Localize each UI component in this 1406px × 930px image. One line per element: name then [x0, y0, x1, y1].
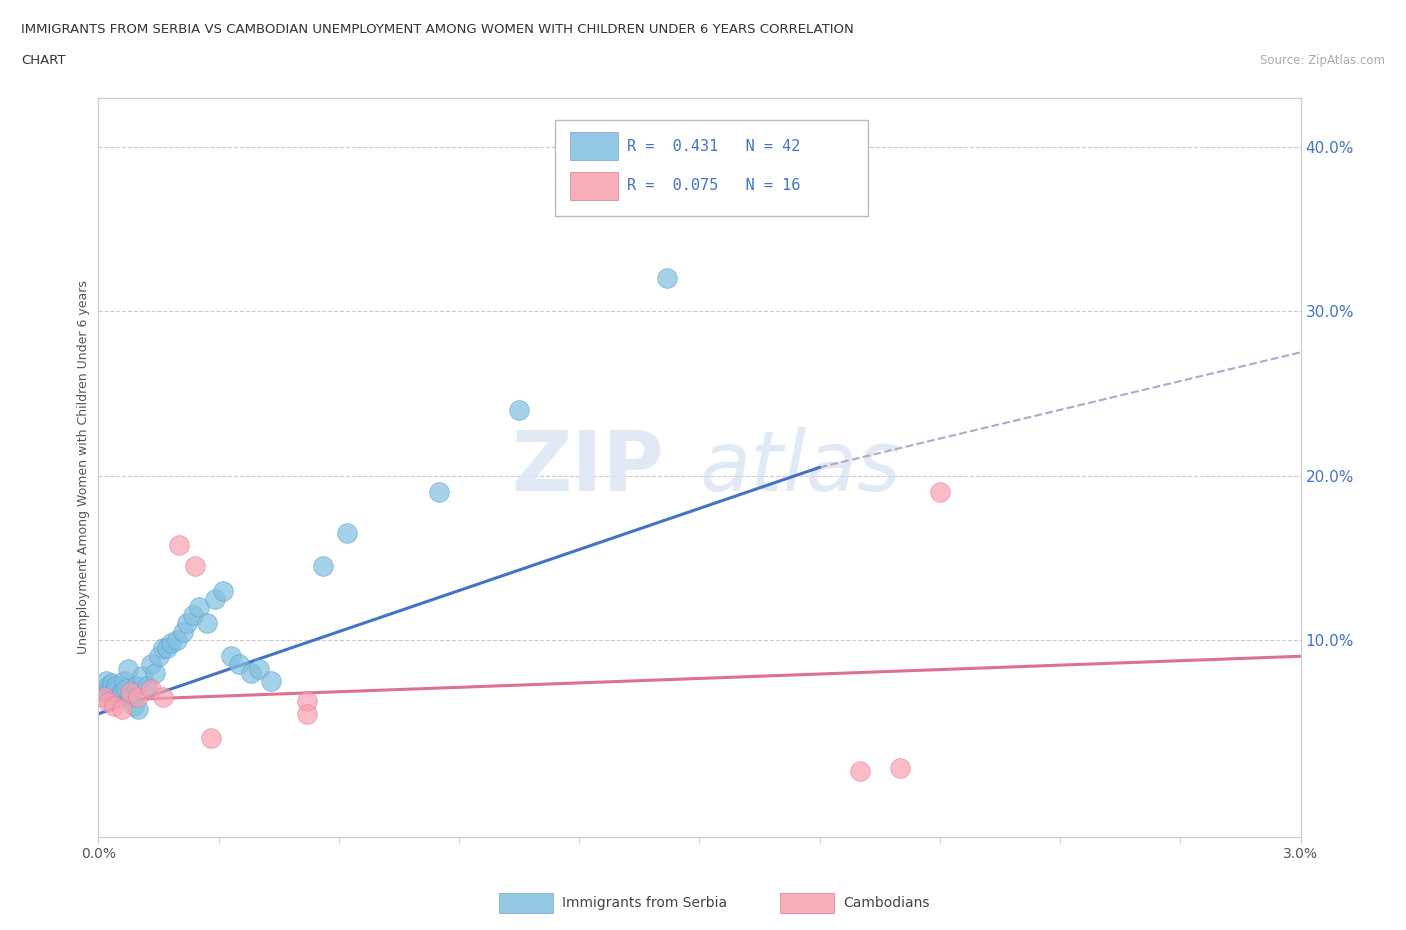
Point — [181, 608, 204, 623]
Point — [166, 632, 188, 647]
Point — [128, 690, 150, 705]
Point — [111, 701, 134, 716]
Point — [295, 707, 318, 722]
Point — [195, 616, 218, 631]
Text: Source: ZipAtlas.com: Source: ZipAtlas.com — [1260, 54, 1385, 67]
Point — [105, 678, 128, 693]
Point — [889, 761, 911, 776]
Point — [152, 690, 174, 705]
Point — [211, 583, 233, 598]
Point — [176, 616, 198, 631]
Point — [101, 675, 124, 690]
Point — [260, 673, 283, 688]
Point — [107, 690, 129, 705]
Text: IMMIGRANTS FROM SERBIA VS CAMBODIAN UNEMPLOYMENT AMONG WOMEN WITH CHILDREN UNDER: IMMIGRANTS FROM SERBIA VS CAMBODIAN UNEM… — [21, 23, 853, 36]
Point — [96, 673, 118, 688]
Point — [295, 693, 318, 708]
Y-axis label: Unemployment Among Women with Children Under 6 years: Unemployment Among Women with Children U… — [77, 280, 90, 655]
Text: Immigrants from Serbia: Immigrants from Serbia — [562, 896, 727, 910]
Point — [508, 403, 530, 418]
Point — [120, 690, 142, 705]
Point — [219, 649, 242, 664]
Text: atlas: atlas — [700, 427, 901, 508]
Point — [247, 662, 270, 677]
Point — [849, 764, 872, 778]
Point — [100, 682, 122, 697]
Bar — [569, 171, 617, 200]
Point — [93, 690, 115, 705]
Point — [114, 673, 136, 688]
Point — [143, 665, 166, 680]
Point — [148, 649, 170, 664]
Point — [103, 698, 125, 713]
Point — [115, 682, 138, 697]
Point — [103, 685, 125, 700]
Point — [183, 558, 205, 573]
Point — [159, 636, 181, 651]
Point — [427, 485, 450, 499]
Point — [152, 641, 174, 656]
Point — [125, 678, 148, 693]
Text: R =  0.431   N = 42: R = 0.431 N = 42 — [627, 139, 801, 154]
Text: ZIP: ZIP — [510, 427, 664, 508]
Point — [128, 701, 150, 716]
Bar — [569, 132, 617, 161]
Point — [167, 538, 190, 552]
Point — [239, 665, 262, 680]
Point — [336, 525, 359, 540]
Point — [135, 678, 157, 693]
Point — [93, 685, 115, 700]
Text: CHART: CHART — [21, 54, 66, 67]
Point — [97, 678, 120, 693]
Point — [97, 695, 120, 710]
Point — [131, 669, 153, 684]
Point — [204, 591, 226, 606]
Text: Cambodians: Cambodians — [844, 896, 931, 910]
Point — [172, 624, 194, 639]
Point — [312, 558, 335, 573]
FancyBboxPatch shape — [555, 120, 868, 216]
Point — [117, 662, 139, 677]
Point — [139, 682, 162, 697]
Text: R =  0.075   N = 16: R = 0.075 N = 16 — [627, 179, 801, 193]
Point — [200, 731, 222, 746]
Point — [111, 685, 134, 700]
Point — [657, 271, 679, 286]
Point — [228, 657, 250, 671]
Point — [187, 600, 209, 615]
Point — [155, 641, 177, 656]
Point — [139, 657, 162, 671]
Point — [124, 698, 146, 713]
Point — [120, 685, 142, 700]
Point — [929, 485, 952, 499]
